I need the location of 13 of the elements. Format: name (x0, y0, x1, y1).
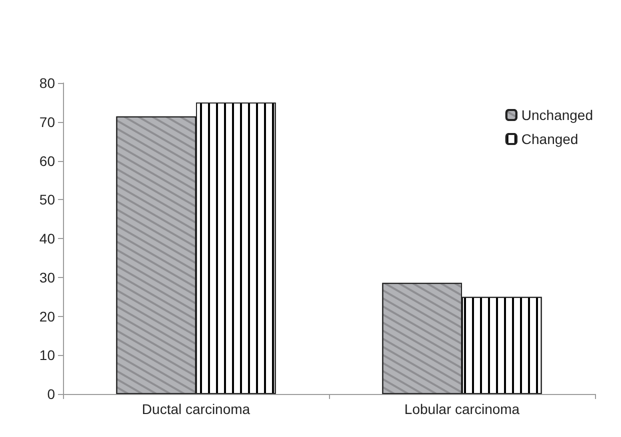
y-tick-label: 50 (39, 192, 56, 208)
y-tick-label: 80 (39, 75, 56, 91)
y-tick-label: 0 (47, 386, 56, 402)
y-tick-label: 20 (39, 308, 56, 324)
legend-label: Changed (521, 131, 578, 147)
x-tick-label: Ductal carcinoma (142, 401, 250, 417)
x-tick-label: Lobular carcinoma (404, 401, 520, 417)
y-tick-label: 70 (39, 114, 56, 130)
y-tick-label: 10 (39, 347, 56, 364)
y-tick-label: 60 (39, 152, 56, 169)
legend-label: Unchanged (521, 107, 594, 123)
y-tick-label: 30 (39, 269, 56, 286)
y-tick-label: 40 (39, 230, 56, 246)
